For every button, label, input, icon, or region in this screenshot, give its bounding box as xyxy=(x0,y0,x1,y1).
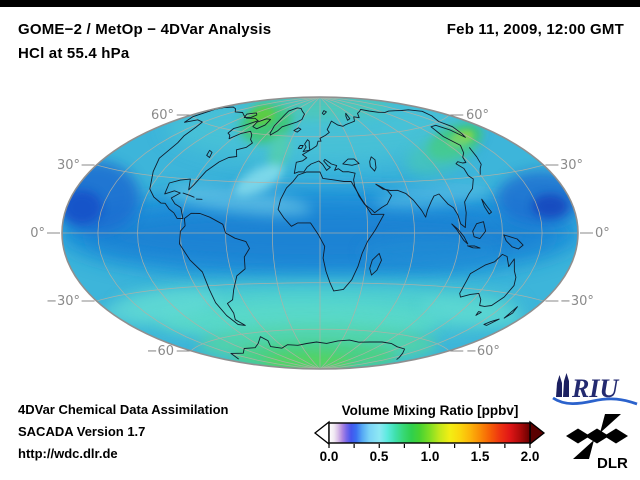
coastline xyxy=(469,147,482,175)
page-title: GOME−2 / MetOp − 4DVar Analysis xyxy=(18,21,272,38)
graticule-meridian xyxy=(319,97,368,369)
coastline xyxy=(149,106,259,219)
coastline xyxy=(503,234,524,250)
vmr-field-blob xyxy=(406,133,476,175)
colorbar-gradient xyxy=(328,422,531,444)
page-subtitle: HCl at 55.4 hPa xyxy=(18,45,130,62)
graticule-meridian xyxy=(272,97,321,369)
latitude-label: 60° xyxy=(151,108,174,123)
coastline xyxy=(321,110,327,116)
coastline xyxy=(179,212,250,326)
footer-line-version: SACADA Version 1.7 xyxy=(18,424,146,439)
coastline xyxy=(277,171,385,292)
latitude-label: −60 xyxy=(147,344,174,359)
graticule xyxy=(62,97,578,369)
dlr-logo-text: DLR xyxy=(597,455,628,470)
colorbar xyxy=(313,420,546,448)
riu-cathedral-icon xyxy=(556,375,562,397)
vmr-field-blob xyxy=(168,186,312,216)
coastline xyxy=(459,253,517,307)
vmr-field-blob xyxy=(268,132,290,170)
coastline xyxy=(302,139,311,153)
coastline xyxy=(182,192,195,198)
dlr-emblem-icon xyxy=(566,414,628,459)
vmr-field-blob xyxy=(360,234,500,270)
datetime-label: Feb 11, 2009, 12:00 GMT xyxy=(446,21,624,38)
coastline xyxy=(345,112,351,121)
colorbar-tick-label-3: 1.5 xyxy=(470,449,490,464)
colorbar-tick-label-4: 2.0 xyxy=(520,449,540,464)
colorbar-right-arrow-icon xyxy=(529,420,546,446)
riu-wave-icon xyxy=(552,396,638,406)
latitude-label: −30° xyxy=(46,294,80,309)
coastline xyxy=(342,158,360,166)
vmr-field-blob xyxy=(374,183,490,209)
footer-line-url: http://wdc.dlr.de xyxy=(18,446,118,461)
coastline xyxy=(269,107,305,136)
coastline xyxy=(293,108,474,228)
coastline xyxy=(451,223,469,245)
coastline xyxy=(369,252,382,276)
dlr-logo: DLR xyxy=(566,414,628,470)
window-top-bar xyxy=(0,0,640,7)
coastline xyxy=(472,221,487,240)
colorbar-tick-label-1: 0.5 xyxy=(369,449,389,464)
latitude-label: 30° xyxy=(57,158,80,173)
graticule-meridian xyxy=(319,97,415,369)
colorbar-title: Volume Mixing Ratio [ppbv] xyxy=(341,403,519,418)
coastline xyxy=(483,318,500,326)
latitude-label: 0° xyxy=(595,226,610,241)
latitude-label: 30° xyxy=(560,158,583,173)
coastline xyxy=(293,127,302,133)
coastline xyxy=(467,245,481,249)
colorbar-tick-label-0: 0.0 xyxy=(319,449,339,464)
latitude-label: −30° xyxy=(560,294,594,309)
vmr-field-blob xyxy=(234,164,284,196)
vmr-field-blob xyxy=(62,190,102,224)
graticule-meridian xyxy=(319,97,543,369)
colorbar-left-arrow-icon xyxy=(313,420,330,446)
vmr-field-blob xyxy=(249,106,275,126)
coastline xyxy=(481,198,492,215)
coastline xyxy=(475,311,482,316)
coastline xyxy=(243,112,258,118)
footer-line-assimilation: 4DVar Chemical Data Assimilation xyxy=(18,402,229,417)
latitude-labels: 60° 30° 0° −30° −60 60° 30° 0° −30° −60° xyxy=(30,108,610,359)
graticule-meridian xyxy=(137,97,321,369)
coastline xyxy=(297,145,304,149)
coastline xyxy=(252,118,272,130)
coastline xyxy=(230,336,406,360)
graticule-meridian xyxy=(97,97,321,369)
riu-logo: RIU xyxy=(552,373,638,406)
vmr-field-blob xyxy=(532,194,568,218)
map-field xyxy=(62,97,578,369)
latitude-label: −60° xyxy=(466,344,500,359)
latitude-label: 0° xyxy=(30,226,45,241)
coastlines xyxy=(149,106,524,360)
colorbar-tick-label-2: 1.0 xyxy=(420,449,440,464)
coastline xyxy=(369,156,377,172)
graticule-meridian xyxy=(319,97,503,369)
graticule-meridian xyxy=(319,97,460,369)
map-border xyxy=(61,96,579,370)
coastline xyxy=(503,306,518,319)
vmr-field-blob xyxy=(102,289,218,323)
coastline xyxy=(206,149,213,158)
latitude-label: 60° xyxy=(466,108,489,123)
